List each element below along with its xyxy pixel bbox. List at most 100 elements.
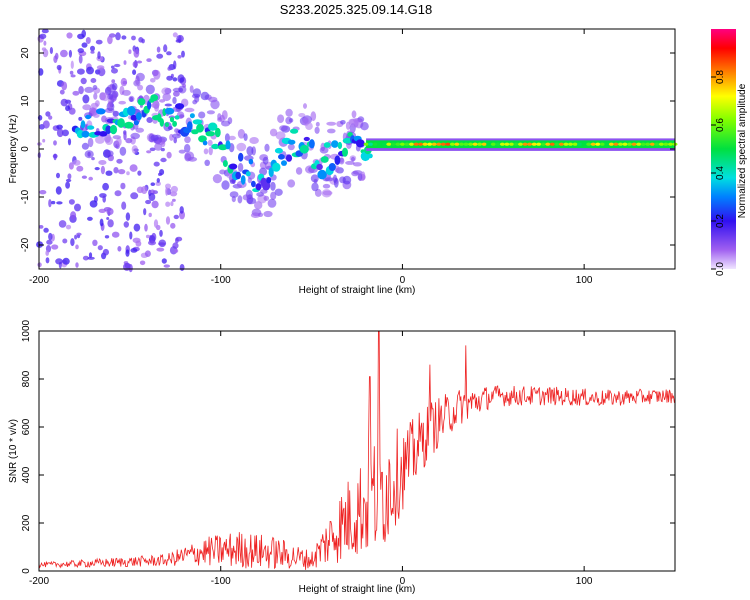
spectrogram-haze-blob [250, 212, 261, 218]
spectrogram-xlabel: Height of straight line (km) [299, 285, 416, 296]
spectrogram-noise-blob [111, 65, 115, 69]
spectrogram-band-blob [413, 142, 419, 146]
spectrogram-ridge-blob [317, 169, 327, 180]
spectrogram-noise-blob [132, 69, 137, 75]
spectrogram-noise-blob [179, 206, 184, 214]
spectrogram-ridge-blob [251, 180, 256, 188]
spectrogram-noise-blob [96, 65, 105, 70]
spectrogram-haze-blob [333, 177, 339, 188]
spectrogram-noise-blob [158, 239, 167, 248]
spectrogram-haze-blob [243, 133, 248, 142]
spectrogram-noise-blob [156, 53, 164, 59]
spectrogram-noise-blob [146, 58, 152, 62]
spectrogram-noise-blob [123, 60, 127, 65]
spectrogram-band-blob [536, 142, 542, 146]
spectrogram-noise-blob [146, 117, 153, 123]
snr-y-tick-label: 0 [21, 568, 32, 574]
spectrogram-noise-blob [116, 158, 123, 164]
spectrogram-noise-blob [156, 46, 161, 53]
spectrogram-noise-blob [80, 77, 87, 85]
spectrogram-band-blob [622, 142, 628, 146]
spectrogram-noise-blob [107, 219, 114, 228]
spectrogram-noise-blob [150, 182, 156, 186]
spectrogram-ridge-blob [274, 147, 283, 154]
snr-y-tick-label: 800 [21, 370, 32, 387]
spectrogram-noise-blob [166, 151, 172, 159]
spectrogram-noise-blob [65, 178, 72, 183]
spectrogram-ridge-blob [355, 139, 365, 148]
spectrogram-noise-blob [60, 98, 68, 107]
spectrogram-haze-blob [221, 110, 228, 120]
spectrogram-band-blob [604, 142, 610, 146]
spectrogram-noise-blob [102, 248, 109, 256]
spectrogram-band-blob [454, 142, 460, 146]
spectrogram-ridge-blob [133, 120, 139, 126]
spectrogram-noise-blob [78, 116, 83, 121]
spectrogram-y-tick-label: 0 [20, 146, 31, 152]
spectrogram-noise-blob [173, 137, 177, 144]
spectrogram-haze-blob [178, 149, 186, 154]
spectrogram-ridge-blob [136, 112, 142, 121]
spectrogram-ridge-blob [175, 103, 185, 110]
spectrogram-ridge-blob [309, 139, 315, 149]
spectrogram-noise-blob [39, 190, 47, 195]
spectrogram-haze-blob [224, 133, 230, 143]
spectrogram-noise-blob [76, 232, 82, 236]
spectrogram-band-blob [554, 142, 560, 146]
spectrogram-haze-blob [162, 93, 171, 102]
spectrogram-haze-blob [116, 137, 122, 147]
spectrogram-haze-blob [184, 144, 191, 153]
spectrogram-noise-blob [170, 222, 176, 229]
spectrogram-noise-blob [55, 186, 62, 195]
spectrogram-noise-blob [95, 39, 103, 45]
spectrogram-band-blob [377, 142, 383, 146]
spectrogram-ridge-blob [81, 130, 90, 138]
spectrogram-noise-blob [81, 42, 88, 48]
spectrogram-noise-blob [111, 79, 116, 84]
spectrogram-haze-blob [150, 134, 159, 141]
spectrogram-noise-blob [172, 198, 176, 202]
spectrogram-noise-blob [160, 157, 167, 163]
snr-y-tick-label: 600 [21, 418, 32, 435]
spectrogram-noise-blob [75, 262, 79, 268]
spectrogram-noise-blob [72, 90, 80, 96]
spectrogram-noise-blob [170, 185, 178, 193]
spectrogram-ridge-blob [245, 171, 251, 177]
spectrogram-haze-blob [105, 136, 113, 145]
spectrogram-ridge-blob [192, 119, 203, 125]
spectrogram-band-blob [558, 142, 564, 146]
spectrogram-haze-blob [221, 180, 230, 190]
spectrogram-noise-blob [122, 80, 128, 85]
spectrogram-noise-blob [86, 66, 94, 75]
spectrogram-noise-blob [144, 250, 151, 257]
spectrogram-noise-blob [165, 187, 169, 196]
spectrogram-noise-blob [133, 49, 140, 58]
spectrogram-haze-blob [219, 169, 226, 175]
spectrogram-haze-blob [298, 113, 306, 118]
spectrogram-noise-blob [89, 200, 98, 208]
spectrogram-band-blob [395, 142, 401, 146]
spectrogram-haze-blob [93, 92, 98, 100]
snr-x-tick-label: 0 [400, 576, 406, 587]
spectrogram-band-blob [668, 142, 673, 146]
spectrogram-noise-blob [65, 224, 72, 230]
spectrogram-noise-blob [153, 161, 160, 167]
spectrogram-noise-blob [149, 147, 156, 152]
spectrogram-haze-blob [95, 135, 105, 144]
spectrogram-noise-blob [66, 32, 73, 39]
spectrogram-haze-blob [137, 84, 144, 91]
spectrogram-band-blob [368, 142, 374, 146]
spectrogram-haze-blob [161, 140, 166, 148]
colorbar-gradient [711, 29, 736, 269]
spectrogram-band-blob [463, 142, 469, 146]
spectrogram-band-blob [390, 142, 396, 146]
spectrogram-noise-blob [121, 35, 127, 40]
spectrogram-noise-blob [45, 111, 51, 117]
spectrogram-band-blob [663, 142, 669, 146]
spectrogram-ridge-blob [159, 118, 164, 127]
spectrogram-haze-blob [161, 87, 171, 95]
spectrogram-noise-blob [43, 40, 47, 46]
spectrogram-noise-blob [90, 50, 95, 54]
spectrogram-band-blob [627, 142, 633, 146]
spectrogram-noise-blob [105, 170, 113, 176]
